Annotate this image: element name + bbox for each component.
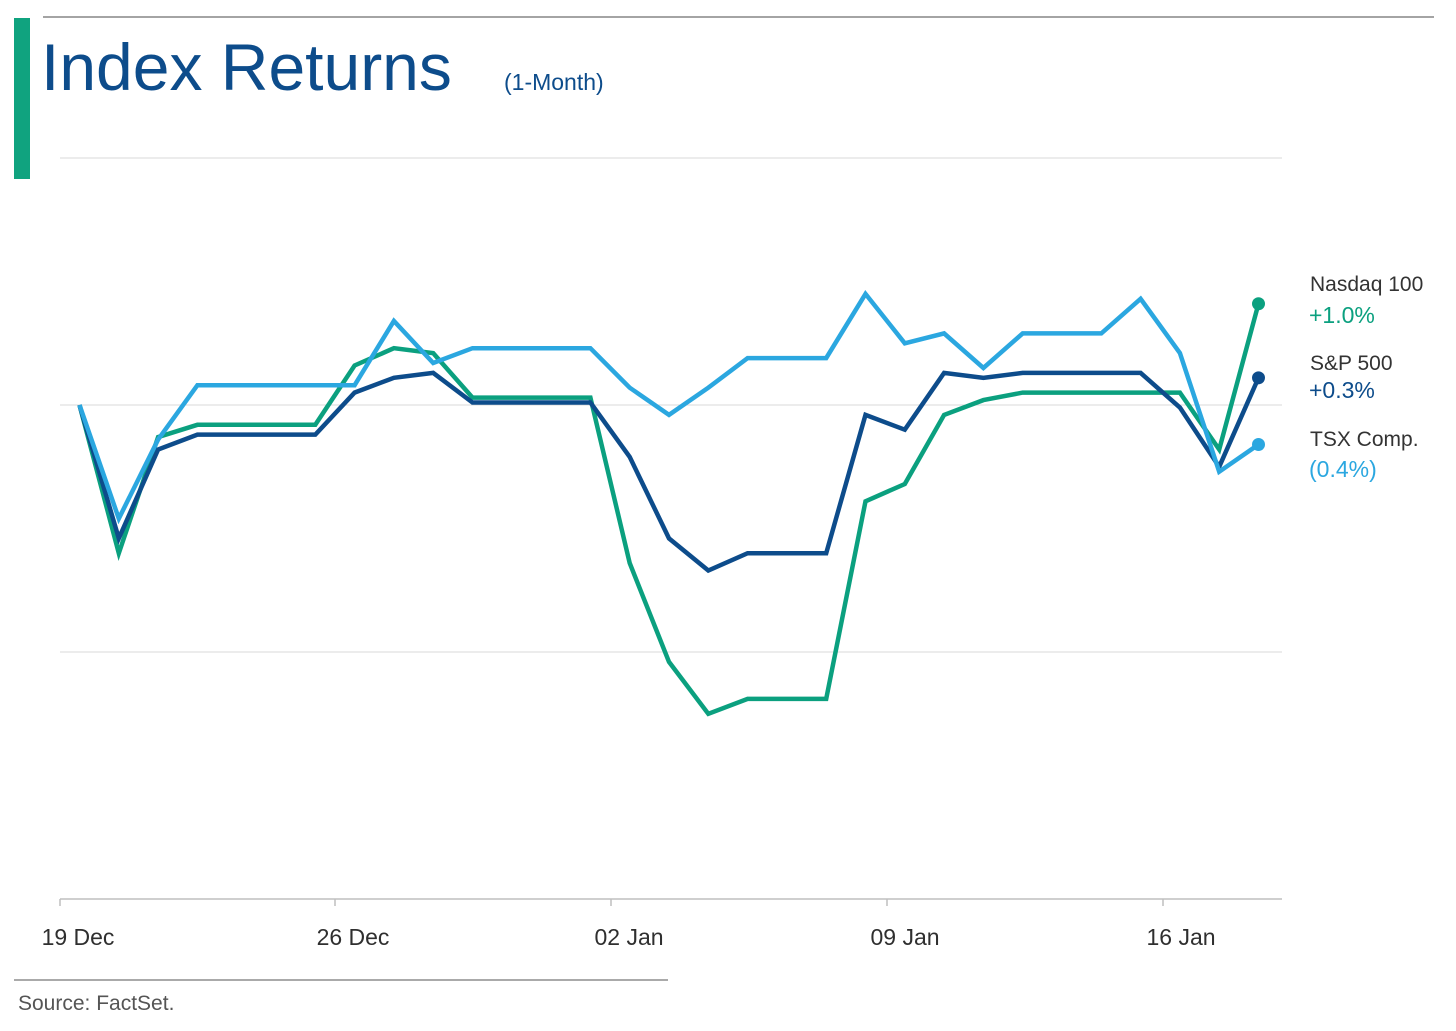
x-tick-label-2: 02 Jan xyxy=(594,924,663,950)
chart-title: Index Returns xyxy=(41,30,452,104)
legend-value-0: +1.0% xyxy=(1309,302,1375,328)
series-end-point-0 xyxy=(1252,297,1265,311)
source-note: Source: FactSet. xyxy=(18,992,174,1015)
series-line-1 xyxy=(77,370,1261,574)
series-end-point-1 xyxy=(1252,371,1265,385)
legend-name-0: Nasdaq 100 xyxy=(1310,273,1423,296)
legend-value-1: +0.3% xyxy=(1309,377,1375,403)
series-end-point-2 xyxy=(1252,438,1265,452)
legend-value-2: (0.4%) xyxy=(1309,456,1377,482)
x-tick-label-3: 09 Jan xyxy=(870,924,939,950)
x-axis: 19 Dec 26 Dec 02 Jan 09 Jan 16 Jan xyxy=(42,898,1282,950)
chart-subtitle: (1-Month) xyxy=(504,69,604,95)
grid-lines xyxy=(60,157,1282,653)
x-tick-label-1: 26 Dec xyxy=(317,924,390,950)
legend: Nasdaq 100 +1.0% S&P 500+0.3% TSX Comp. (0.4… xyxy=(1309,273,1423,482)
legend-name-1: S&P 500 xyxy=(1310,352,1393,375)
x-tick-label-0: 19 Dec xyxy=(42,924,115,950)
series-line-2 xyxy=(77,289,1260,525)
series-line-0 xyxy=(77,303,1261,717)
legend-name-2: TSX Comp. xyxy=(1310,428,1419,451)
series-lines xyxy=(77,289,1265,717)
title-accent-bar xyxy=(14,18,30,179)
x-tick-label-4: 16 Jan xyxy=(1146,924,1215,950)
